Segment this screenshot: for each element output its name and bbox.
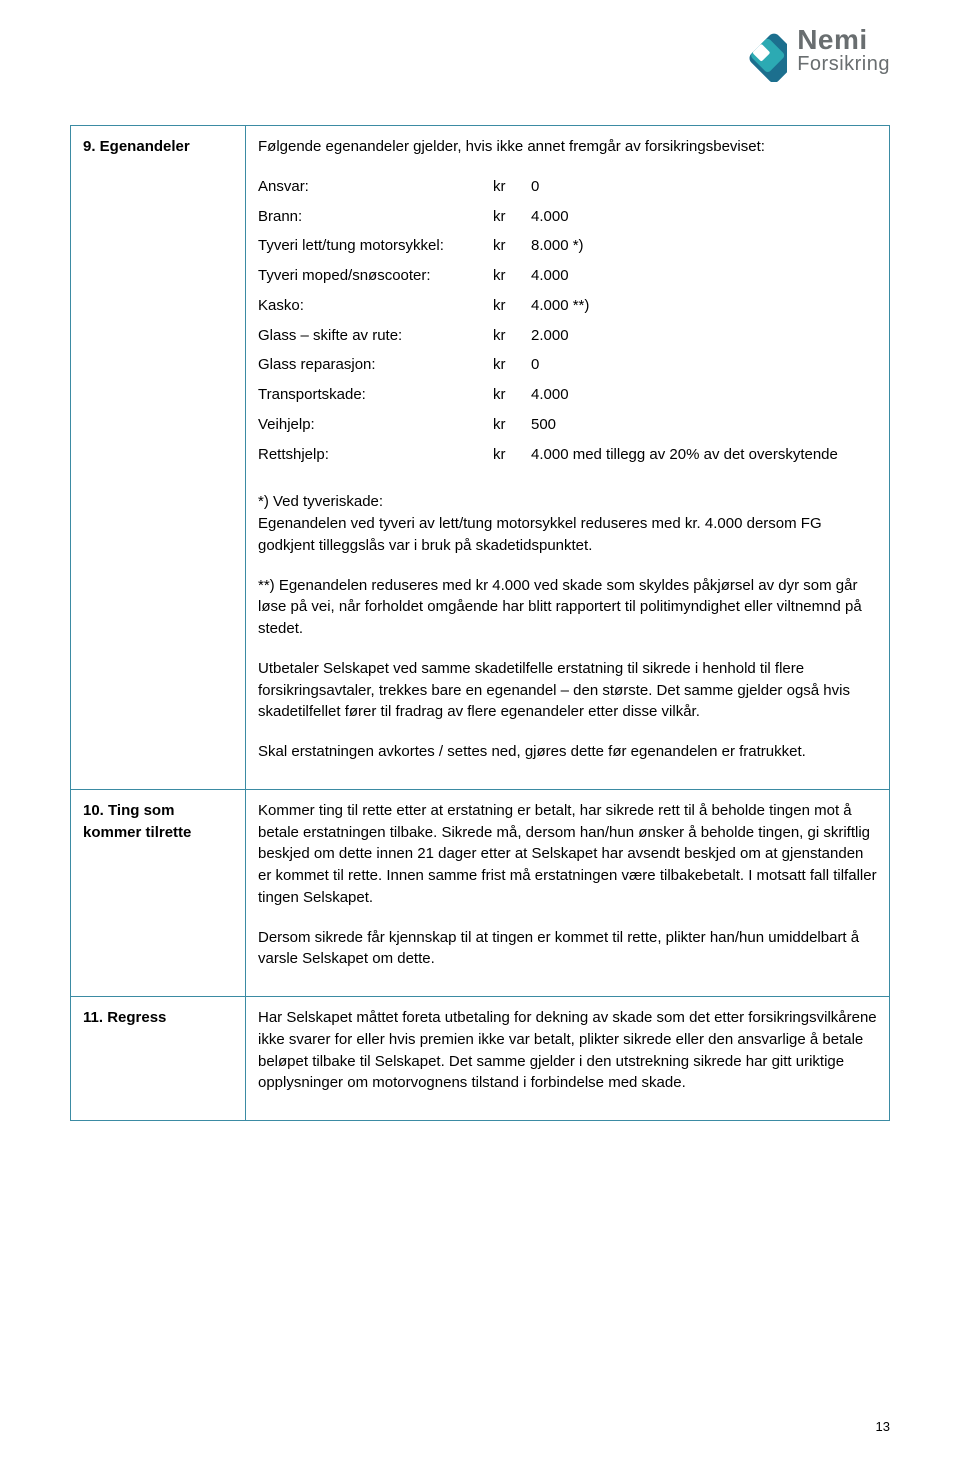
ded-unit: kr — [493, 350, 523, 380]
ded-unit: kr — [493, 291, 523, 321]
ded-label: Glass reparasjon: — [258, 350, 493, 380]
ded-unit: kr — [493, 321, 523, 351]
ded-label: Rettshjelp: — [258, 440, 493, 470]
ded-label: Tyveri moped/snøscooter: — [258, 261, 493, 291]
ded-unit: kr — [493, 231, 523, 261]
ded-label: Transportskade: — [258, 380, 493, 410]
section-10-body: Kommer ting til rette etter at erstatnin… — [246, 789, 890, 996]
ded-label: Ansvar: — [258, 172, 493, 202]
page-number: 13 — [876, 1418, 890, 1437]
brand-logo: Nemi Forsikring — [723, 18, 890, 82]
deductibles-list: Ansvar:kr0 Brann:kr4.000 Tyveri lett/tun… — [258, 172, 838, 470]
ded-value: 4.000 med tillegg av 20% av det overskyt… — [523, 440, 838, 470]
note-4: Skal erstatningen avkortes / settes ned,… — [258, 741, 877, 763]
ded-unit: kr — [493, 380, 523, 410]
ded-label: Veihjelp: — [258, 410, 493, 440]
note-1-body: Egenandelen ved tyveri av lett/tung moto… — [258, 515, 822, 554]
note-1: *) Ved tyveriskade: Egenandelen ved tyve… — [258, 491, 877, 556]
ded-value: 4.000 — [523, 380, 838, 410]
table-row: 10. Ting som kommer tilrette Kommer ting… — [71, 789, 890, 996]
section-11-title: 11. Regress — [71, 997, 246, 1121]
ded-unit: kr — [493, 440, 523, 470]
section-10-p2: Dersom sikrede får kjennskap til at ting… — [258, 927, 877, 971]
ded-unit: kr — [493, 261, 523, 291]
brand-name-1: Nemi — [797, 26, 890, 54]
diamond-icon — [723, 18, 787, 82]
ded-unit: kr — [493, 202, 523, 232]
ded-value: 4.000 **) — [523, 291, 838, 321]
ded-value: 500 — [523, 410, 838, 440]
brand-name-2: Forsikring — [797, 54, 890, 74]
terms-table: 9. Egenandeler Følgende egenandeler gjel… — [70, 125, 890, 1121]
ded-label: Kasko: — [258, 291, 493, 321]
section-11-body: Har Selskapet måttet foreta utbetaling f… — [246, 997, 890, 1121]
ded-unit: kr — [493, 172, 523, 202]
ded-label: Tyveri lett/tung motorsykkel: — [258, 231, 493, 261]
ded-value: 0 — [523, 350, 838, 380]
section-9-intro: Følgende egenandeler gjelder, hvis ikke … — [258, 136, 877, 158]
section-10-p1: Kommer ting til rette etter at erstatnin… — [258, 800, 877, 909]
ded-unit: kr — [493, 410, 523, 440]
ded-value: 2.000 — [523, 321, 838, 351]
ded-label: Glass – skifte av rute: — [258, 321, 493, 351]
table-row: 11. Regress Har Selskapet måttet foreta … — [71, 997, 890, 1121]
section-11-p1: Har Selskapet måttet foreta utbetaling f… — [258, 1007, 877, 1094]
note-2: **) Egenandelen reduseres med kr 4.000 v… — [258, 575, 877, 640]
note-3: Utbetaler Selskapet ved samme skadetilfe… — [258, 658, 877, 723]
note-1-title: *) Ved tyveriskade: — [258, 493, 383, 510]
section-9-title: 9. Egenandeler — [71, 126, 246, 790]
ded-value: 0 — [523, 172, 838, 202]
ded-value: 8.000 *) — [523, 231, 838, 261]
table-row: 9. Egenandeler Følgende egenandeler gjel… — [71, 126, 890, 790]
section-9-body: Følgende egenandeler gjelder, hvis ikke … — [246, 126, 890, 790]
ded-label: Brann: — [258, 202, 493, 232]
ded-value: 4.000 — [523, 202, 838, 232]
section-10-title: 10. Ting som kommer tilrette — [71, 789, 246, 996]
ded-value: 4.000 — [523, 261, 838, 291]
